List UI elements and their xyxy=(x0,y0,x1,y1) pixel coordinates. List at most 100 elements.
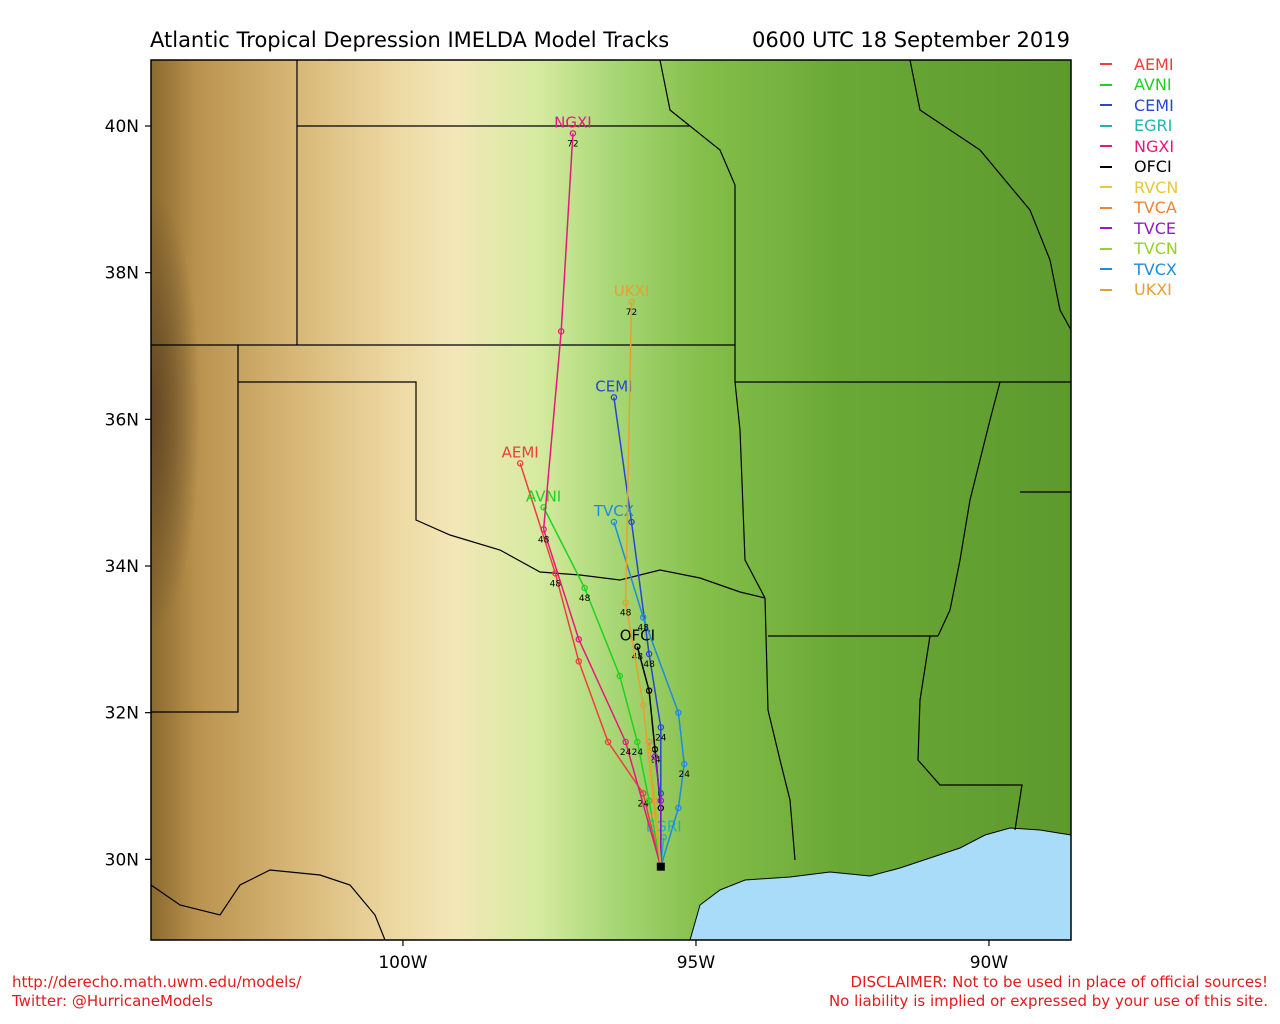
forecast-hour-label: 72 xyxy=(567,139,578,149)
track-end-label: AVNI xyxy=(526,487,561,505)
source-url[interactable]: http://derecho.math.uwm.edu/models/ xyxy=(12,973,302,991)
lon-tick-label: 95W xyxy=(677,953,716,973)
track-point xyxy=(634,738,641,746)
track-ukxi xyxy=(624,301,662,867)
track-point xyxy=(657,797,665,804)
legend-item-aemi: AEMI xyxy=(1100,54,1178,75)
legend-label: CEMI xyxy=(1134,95,1174,115)
lat-tick-label: 34N xyxy=(105,557,139,577)
legend-label: NGXI xyxy=(1134,136,1175,156)
track-point xyxy=(540,526,547,533)
footer-disclaimer: DISCLAIMER: Not to be used in place of o… xyxy=(829,973,1268,1011)
twitter-handle: Twitter: @HurricaneModels xyxy=(12,992,213,1010)
legend-label: TVCX xyxy=(1134,259,1177,279)
legend-item-ngxi: NGXI xyxy=(1100,136,1178,157)
lon-tick-label: 100W xyxy=(378,953,427,973)
track-point xyxy=(651,746,659,753)
track-point xyxy=(616,672,624,680)
forecast-hour-label: 48 xyxy=(538,535,550,545)
legend-label: AEMI xyxy=(1134,54,1174,74)
forecast-hour-label: 48 xyxy=(643,660,655,670)
map-title: Atlantic Tropical Depression IMELDA Mode… xyxy=(150,28,670,52)
track-point xyxy=(680,760,688,768)
legend-label: AVNI xyxy=(1134,75,1172,95)
track-point xyxy=(610,394,618,401)
legend-swatch xyxy=(1100,247,1112,250)
legend-label: EGRI xyxy=(1134,116,1173,136)
legend-swatch xyxy=(1100,186,1112,189)
forecast-hour-label: 48 xyxy=(620,609,632,619)
legend-item-egri: EGRI xyxy=(1100,116,1178,137)
forecast-hour-label: 24 xyxy=(679,770,691,780)
track-point xyxy=(675,804,682,812)
track-end-label: UKXI xyxy=(614,282,650,300)
legend-item-rvcn: RVCN xyxy=(1100,177,1178,198)
track-end-label: NGXI xyxy=(554,113,592,131)
track-ngxi xyxy=(542,133,662,867)
track-point xyxy=(575,636,583,643)
track-point xyxy=(628,518,635,526)
track-end-label: TVCX xyxy=(593,502,634,520)
forecast-hour-label: 24 xyxy=(620,748,632,758)
track-point xyxy=(645,650,653,658)
legend-label: OFCI xyxy=(1134,157,1172,177)
track-tvcn xyxy=(648,749,662,867)
high-elevation-shading xyxy=(151,60,351,940)
map-timestamp: 0600 UTC 18 September 2019 xyxy=(751,28,1070,52)
latitude-axis: 30N 32N 34N 36N 38N 40N xyxy=(105,117,151,870)
legend-swatch xyxy=(1100,124,1112,127)
forecast-hour-label: 72 xyxy=(626,308,637,318)
map-frame xyxy=(150,59,1072,941)
track-point xyxy=(645,797,653,804)
track-point xyxy=(639,614,647,621)
legend-item-ukxi: UKXI xyxy=(1100,280,1178,301)
model-tracks: 2448AEMI2448AVNI2448CEMIEGRI244872NGXI24… xyxy=(502,113,691,871)
legend-item-tvcn: TVCN xyxy=(1100,239,1178,260)
legend-label: TVCE xyxy=(1134,218,1176,238)
track-avni xyxy=(542,506,662,867)
track-point xyxy=(651,812,659,819)
forecast-hour-label: 48 xyxy=(550,579,562,589)
disclaimer-line-2: No liability is implied or expressed by … xyxy=(828,992,1268,1010)
legend-swatch xyxy=(1100,104,1112,107)
legend-swatch xyxy=(1100,288,1112,291)
track-point xyxy=(639,702,647,709)
footer-credits: http://derecho.math.uwm.edu/models/ Twit… xyxy=(12,973,301,1011)
legend-label: TVCA xyxy=(1134,198,1177,218)
disclaimer-line-1: DISCLAIMER: Not to be used in place of o… xyxy=(850,973,1268,991)
legend-item-tvce: TVCE xyxy=(1100,218,1178,239)
track-point xyxy=(675,709,682,716)
legend-item-avni: AVNI xyxy=(1100,75,1178,96)
storm-start-marker xyxy=(656,862,665,871)
track-point xyxy=(516,460,524,467)
track-point xyxy=(622,738,629,746)
track-point xyxy=(645,746,653,753)
gulf-of-mexico xyxy=(689,827,1071,940)
track-point xyxy=(610,518,618,526)
lon-tick-label: 90W xyxy=(970,953,1009,973)
track-point xyxy=(634,643,641,650)
track-point xyxy=(651,753,659,760)
lat-tick-label: 36N xyxy=(105,410,139,430)
lat-tick-label: 32N xyxy=(105,704,139,724)
lat-tick-label: 40N xyxy=(105,117,139,137)
track-end-label: EGRI xyxy=(646,817,682,835)
track-aemi xyxy=(519,463,662,867)
forecast-hour-label: 48 xyxy=(632,653,644,663)
legend-swatch xyxy=(1100,83,1112,86)
forecast-hour-label: 24 xyxy=(655,733,667,743)
track-end-label: CEMI xyxy=(595,377,632,395)
forecast-hour-label: 24 xyxy=(632,748,644,758)
legend-swatch xyxy=(1100,227,1112,230)
track-point xyxy=(622,599,629,606)
track-point xyxy=(569,130,577,137)
legend-swatch xyxy=(1100,165,1112,168)
track-tvcx xyxy=(613,521,686,867)
model-legend: AEMI AVNI CEMI EGRI NGXI OFCI RVCN TVCA TVCE TVCN… xyxy=(1100,54,1178,300)
legend-label: TVCN xyxy=(1134,239,1178,259)
lat-tick-label: 30N xyxy=(105,850,139,870)
track-point xyxy=(575,658,583,665)
track-point xyxy=(628,298,635,306)
legend-item-ofci: OFCI xyxy=(1100,157,1178,178)
